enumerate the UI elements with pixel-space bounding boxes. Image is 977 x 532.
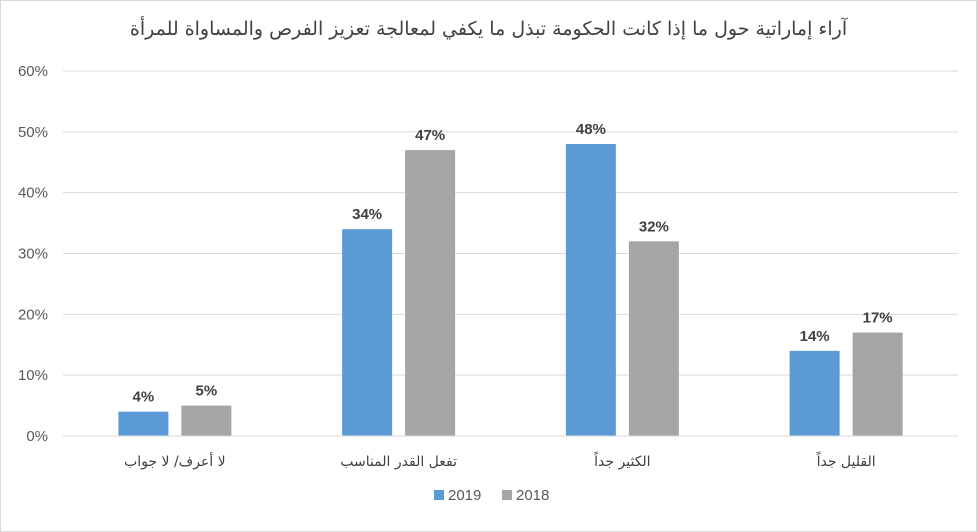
- x-category-label: تفعل القدر المناسب: [340, 454, 457, 470]
- legend-label-2018: 2018: [516, 487, 549, 504]
- bars: [118, 144, 903, 437]
- bar-2018-2: [628, 241, 679, 436]
- bar-2018-0: [181, 405, 232, 436]
- x-axis: لا أعرف/ لا جواب تفعل القدر المناسب الكثير…: [63, 435, 958, 470]
- data-label: 14%: [800, 328, 830, 345]
- bar-2019-3: [789, 350, 840, 436]
- legend: 2019 2018: [434, 487, 549, 504]
- y-tick-label: 30%: [18, 246, 48, 263]
- y-tick-label: 20%: [18, 306, 48, 323]
- y-tick-label: 40%: [18, 185, 48, 202]
- y-tick-label: 10%: [18, 367, 48, 384]
- data-label: 5%: [196, 383, 218, 400]
- data-label: 47%: [415, 127, 445, 144]
- bar-2019-2: [565, 144, 616, 436]
- legend-label-2019: 2019: [448, 487, 481, 504]
- data-label: 48%: [576, 121, 606, 138]
- y-tick-label: 60%: [18, 63, 48, 80]
- bar-2019-0: [118, 411, 169, 436]
- x-category-label: القليل جداً: [816, 451, 876, 470]
- legend-swatch-2019: [434, 490, 444, 500]
- bar-2018-1: [405, 150, 456, 437]
- bar-2019-1: [342, 229, 393, 436]
- y-axis: 0% 10% 20% 30% 40% 50% 60%: [18, 63, 48, 445]
- bar-2018-3: [852, 332, 903, 436]
- y-tick-label: 0%: [26, 428, 48, 445]
- x-category-label: لا أعرف/ لا جواب: [124, 452, 225, 470]
- data-label: 4%: [133, 389, 155, 406]
- chart-title: آراء إماراتية حول ما إذا كانت الحكومة تب…: [129, 18, 848, 40]
- legend-swatch-2018: [502, 490, 512, 500]
- x-category-label: الكثير جداً: [594, 451, 651, 470]
- data-label: 17%: [863, 310, 893, 327]
- y-tick-label: 50%: [18, 124, 48, 141]
- data-label: 32%: [639, 218, 669, 235]
- data-label: 34%: [352, 206, 382, 223]
- data-labels: 4% 5% 34% 47% 48% 32% 14% 17%: [133, 121, 893, 406]
